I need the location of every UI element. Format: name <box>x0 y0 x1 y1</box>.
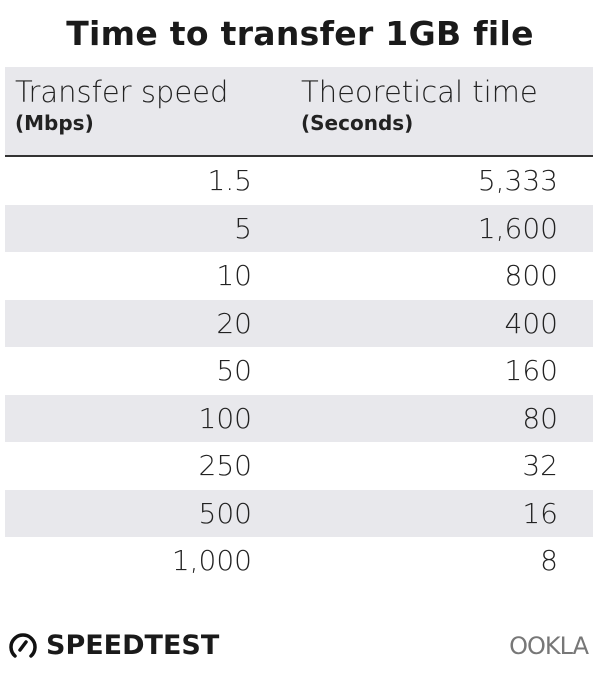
table-row: 50 160 <box>5 347 593 395</box>
chart-title: Time to transfer 1GB file <box>66 14 534 53</box>
column-header-time: Theoretical time (Seconds) <box>301 75 538 135</box>
speed-cell: 250 <box>198 449 252 482</box>
table-body: 1.5 5,333 5 1,600 10 800 20 400 50 160 100 80 250 32 5… <box>5 157 593 585</box>
table-row: 10 800 <box>5 252 593 300</box>
column-unit: (Seconds) <box>301 111 414 135</box>
table-row: 250 32 <box>5 442 593 490</box>
time-cell: 160 <box>504 354 558 387</box>
column-label: Transfer speed <box>15 75 229 109</box>
column-label: Theoretical time <box>301 75 538 109</box>
time-cell: 1,600 <box>477 211 558 245</box>
table-row: 500 16 <box>5 489 593 537</box>
time-cell: 32 <box>522 449 558 482</box>
table-header: Transfer speed (Mbps) Theoretical time (Se… <box>5 67 593 157</box>
speedtest-logo: SPEEDTEST <box>8 630 219 661</box>
speed-cell: 100 <box>198 401 252 435</box>
table-row: 1.5 5,333 <box>5 157 593 205</box>
speed-cell: 1,000 <box>171 544 252 577</box>
column-unit: (Mbps) <box>15 111 94 135</box>
transfer-table: Transfer speed (Mbps) Theoretical time (Se… <box>5 67 593 585</box>
time-cell: 8 <box>540 544 558 577</box>
table-row: 5 1,600 <box>5 204 593 252</box>
time-cell: 800 <box>504 259 558 292</box>
time-cell: 16 <box>522 496 558 530</box>
ookla-logo: OOKLA <box>509 632 589 660</box>
column-header-speed: Transfer speed (Mbps) <box>15 75 228 135</box>
time-cell: 400 <box>504 306 558 340</box>
speedtest-wordmark: SPEEDTEST <box>46 630 220 661</box>
time-cell: 80 <box>522 401 558 435</box>
table-row: 100 80 <box>5 394 593 442</box>
speed-cell: 5 <box>234 211 252 245</box>
speed-cell: 10 <box>216 259 252 292</box>
speed-cell: 500 <box>198 496 252 530</box>
speed-cell: 50 <box>216 354 252 387</box>
table-row: 1,000 8 <box>5 537 593 585</box>
speed-cell: 1.5 <box>207 164 252 197</box>
table-row: 20 400 <box>5 299 593 347</box>
speedometer-icon <box>9 632 37 658</box>
time-cell: 5,333 <box>477 164 558 197</box>
speed-cell: 20 <box>216 306 252 340</box>
